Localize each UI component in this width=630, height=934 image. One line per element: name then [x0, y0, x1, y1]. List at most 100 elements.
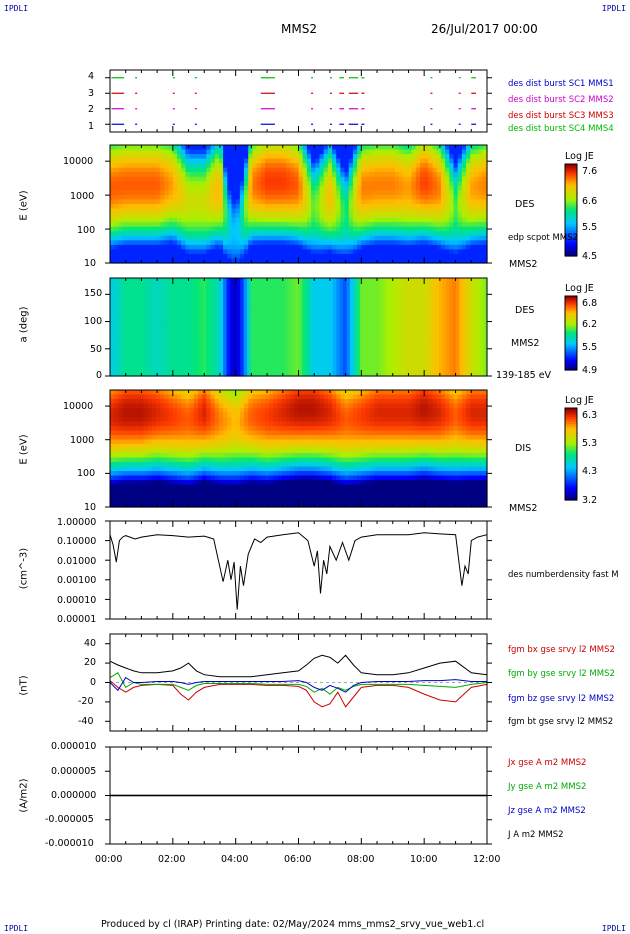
des-pitch-cell — [459, 370, 464, 377]
des-pitch-cell — [456, 337, 461, 344]
des-energy-cell — [264, 185, 270, 191]
des-pitch-cell — [137, 288, 142, 295]
des-energy-cell — [461, 249, 467, 255]
des-energy-cell — [206, 226, 212, 232]
des-pitch-cell — [267, 327, 272, 334]
des-pitch-cell — [250, 316, 255, 323]
des-energy-cell — [336, 158, 341, 164]
des-pitch-cell — [199, 370, 204, 377]
dis-energy-cell — [122, 453, 128, 459]
des-pitch-cell — [164, 299, 169, 306]
dis-energy-cell — [189, 498, 195, 504]
des-pitch-cell — [473, 365, 478, 372]
des-pitch-cell — [247, 283, 252, 290]
des-energy-cell — [382, 204, 388, 210]
des-energy-cell — [428, 199, 434, 205]
des-energy-colorbar — [565, 175, 577, 179]
des-energy-cell — [206, 249, 212, 255]
des-energy-cell — [210, 258, 216, 264]
des-pitch-cell — [205, 310, 210, 317]
des-pitch-cell — [315, 283, 320, 290]
dis-energy-cell — [202, 421, 207, 427]
des-pitch-cell — [397, 332, 402, 339]
des-energy-cell — [160, 176, 166, 182]
des-energy-cell — [394, 181, 400, 187]
des-pitch-cell — [442, 288, 447, 295]
des-pitch-cell — [284, 316, 289, 323]
des-pitch-cell — [360, 283, 365, 290]
des-energy-cell — [466, 199, 471, 205]
des-energy-cell — [264, 208, 270, 214]
dis-energy-cell — [185, 412, 191, 418]
des-pitch-cell — [384, 343, 389, 350]
des-energy-cell — [399, 145, 404, 151]
des-pitch-cell — [466, 332, 471, 339]
des-energy-cell — [139, 217, 145, 223]
des-pitch-cell — [370, 283, 375, 290]
des-pitch-cell — [226, 288, 231, 295]
des-energy-cell — [122, 208, 128, 214]
des-energy-cell — [122, 167, 128, 173]
des-energy-cell — [453, 154, 459, 160]
des-energy-cell — [110, 249, 115, 255]
des-energy-cell — [327, 199, 333, 205]
des-pitch-cell — [168, 299, 173, 306]
des-pitch-cell — [449, 288, 454, 295]
des-energy-cell — [214, 154, 220, 160]
dis-energy-cell — [130, 489, 136, 495]
des-pitch-cell — [277, 365, 282, 372]
des-pitch-cell — [367, 343, 372, 350]
des-energy-cell — [277, 199, 283, 205]
des-pitch-cell — [236, 305, 241, 312]
dis-energy-cell — [151, 493, 157, 499]
des-pitch-cell — [466, 348, 471, 355]
des-energy-cell — [352, 185, 358, 191]
des-energy-cell — [399, 190, 404, 196]
des-energy-cell — [156, 208, 161, 214]
dis-energy-cell — [193, 394, 199, 400]
dis-energy-cell — [139, 466, 145, 472]
des-pitch-cell — [250, 283, 255, 290]
des-energy-cell — [260, 217, 266, 223]
des-energy-cell — [390, 235, 396, 241]
des-energy-cell — [273, 235, 279, 241]
dis-energy-cell — [126, 412, 132, 418]
des-energy-cell — [348, 185, 354, 191]
des-pitch-cell — [260, 299, 265, 306]
des-pitch-cell — [408, 332, 413, 339]
des-energy-cell — [470, 249, 476, 255]
des-energy-cell — [382, 167, 388, 173]
des-pitch-cell — [473, 294, 478, 301]
des-energy-cell — [466, 204, 471, 210]
des-pitch-cell — [209, 332, 214, 339]
des-energy-cell — [281, 181, 287, 187]
des-energy-cell — [482, 154, 488, 160]
des-energy-cell — [478, 194, 484, 201]
des-pitch-cell — [452, 310, 457, 317]
des-pitch-cell — [164, 294, 169, 301]
des-energy-cell — [193, 190, 199, 196]
des-energy-cell — [315, 249, 321, 255]
des-energy-cell — [114, 163, 119, 169]
des-energy-cell — [319, 149, 325, 155]
des-energy-cell — [285, 149, 291, 155]
des-energy-cell — [378, 208, 383, 214]
des-energy-cell — [369, 163, 375, 169]
dis-energy-cell — [110, 484, 115, 490]
des-energy-cell — [394, 145, 400, 151]
dis-energy-cell — [160, 439, 166, 445]
dis-energy-cell — [193, 430, 199, 436]
des-pitch-cell — [168, 327, 173, 334]
des-pitch-cell — [404, 278, 409, 285]
des-pitch-cell — [116, 283, 121, 290]
des-energy-cell — [336, 172, 341, 178]
des-energy-cell — [206, 199, 212, 205]
des-pitch-cell — [151, 288, 156, 295]
des-energy-cell — [160, 249, 166, 255]
des-pitch-cell — [452, 359, 457, 366]
des-pitch-cell — [432, 294, 437, 301]
des-pitch-cell — [281, 348, 286, 355]
des-energy-cell — [344, 235, 350, 241]
des-pitch-cell — [219, 305, 224, 312]
des-pitch-cell — [123, 294, 128, 301]
